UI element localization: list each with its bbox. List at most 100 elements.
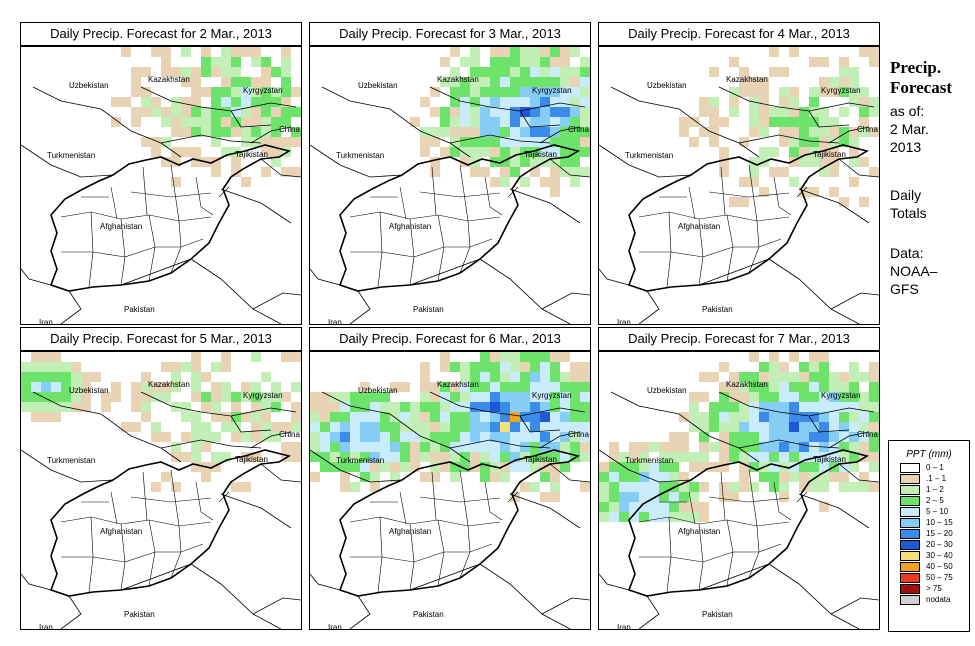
precip-cell [759, 187, 769, 197]
precip-cell [470, 382, 480, 392]
precip-cell [709, 117, 719, 127]
precip-cell [829, 432, 839, 442]
precip-cell [699, 482, 709, 492]
precip-cell [849, 87, 859, 97]
precip-cell [799, 117, 809, 127]
precip-cell [819, 502, 829, 512]
precip-cell [769, 462, 779, 472]
precip-cell [221, 412, 231, 422]
precip-cell [570, 117, 580, 127]
precip-cell [141, 107, 151, 117]
precip-cell [370, 462, 380, 472]
precip-cell [520, 97, 530, 107]
afghanistan-outline [338, 144, 581, 292]
precip-cell [261, 137, 271, 147]
precip-cell [251, 77, 261, 87]
precip-cell [430, 392, 440, 402]
precip-cell [799, 147, 809, 157]
precip-cell [550, 137, 560, 147]
country-border [310, 268, 341, 286]
precip-cell [580, 87, 590, 97]
country-border [599, 268, 630, 286]
precip-cell [510, 372, 520, 382]
country-label-tajikistan: Tajikistan [235, 150, 268, 159]
precip-cell [849, 372, 859, 382]
precip-cell [271, 157, 281, 167]
forecast-panel: Daily Precip. Forecast for 5 Mar., 2013 U… [20, 327, 302, 630]
precip-cell [520, 372, 530, 382]
country-label-turkmenistan: Turkmenistan [625, 456, 673, 465]
precip-map-svg: Uzbekistan Kazakhstan Kyrgyzstan China Turkm… [21, 47, 301, 324]
country-border [828, 126, 870, 144]
precip-cell [500, 372, 510, 382]
precip-cell [281, 97, 291, 107]
precip-cell [699, 452, 709, 462]
precip-cell [859, 197, 869, 207]
country-border [220, 188, 292, 224]
legend-row: 30 – 40 [900, 551, 969, 562]
precip-cell [251, 87, 261, 97]
precip-cell [769, 147, 779, 157]
precip-cell [749, 382, 759, 392]
precip-cell [560, 147, 570, 157]
legend-row: 1 – 2 [900, 485, 969, 496]
precip-cell [540, 412, 550, 422]
precip-cell [749, 422, 759, 432]
precip-cell [420, 97, 430, 107]
precip-cell [71, 372, 81, 382]
precip-cell [440, 57, 450, 67]
legend-row: nodata [900, 595, 969, 606]
precip-cell [550, 77, 560, 87]
precip-cell [151, 147, 161, 157]
precip-cell [480, 472, 490, 482]
precip-cell [530, 67, 540, 77]
precip-cell [819, 157, 829, 167]
precip-cell [281, 422, 291, 432]
country-borders [21, 391, 301, 629]
precip-cell [809, 87, 819, 97]
precip-cell [171, 362, 181, 372]
precip-cell [490, 442, 500, 452]
precip-cell [609, 442, 619, 452]
province-boundary [748, 164, 758, 222]
precip-cell [809, 462, 819, 472]
precip-cell [849, 392, 859, 402]
precip-cell [71, 362, 81, 372]
precip-cell [500, 107, 510, 117]
afghanistan-outline [627, 449, 870, 597]
precip-cell [759, 362, 769, 372]
legend-label: > 75 [926, 584, 942, 593]
precip-cell [181, 432, 191, 442]
precip-cell [161, 57, 171, 67]
precip-cell [61, 392, 71, 402]
precip-map-svg: Uzbekistan Kazakhstan Kyrgyzstan China Turkm… [599, 47, 879, 324]
precip-field [111, 47, 301, 187]
precip-cell [320, 392, 330, 402]
province-boundary [195, 176, 214, 216]
precip-cell [839, 442, 849, 452]
precip-cell [749, 77, 759, 87]
precip-cell [470, 167, 480, 177]
precip-cell [71, 402, 81, 412]
precip-cell [460, 87, 470, 97]
precip-cell [649, 442, 659, 452]
precip-cell [191, 107, 201, 117]
precip-cell [221, 57, 231, 67]
precip-cell [370, 402, 380, 412]
precip-cell [550, 187, 560, 197]
country-border [349, 595, 371, 629]
precip-cell [181, 147, 191, 157]
data-source-name: NOAA– [890, 263, 938, 279]
precip-cell [500, 412, 510, 422]
precip-cell [420, 127, 430, 137]
precip-cell [560, 372, 570, 382]
precip-cell [470, 372, 480, 382]
precip-cell [500, 97, 510, 107]
precip-cell [530, 482, 540, 492]
precip-cell [599, 462, 609, 472]
precip-cell [789, 442, 799, 452]
precip-cell [420, 362, 430, 372]
precip-cell [859, 432, 869, 442]
precip-cell [291, 382, 301, 392]
country-border [698, 258, 860, 324]
